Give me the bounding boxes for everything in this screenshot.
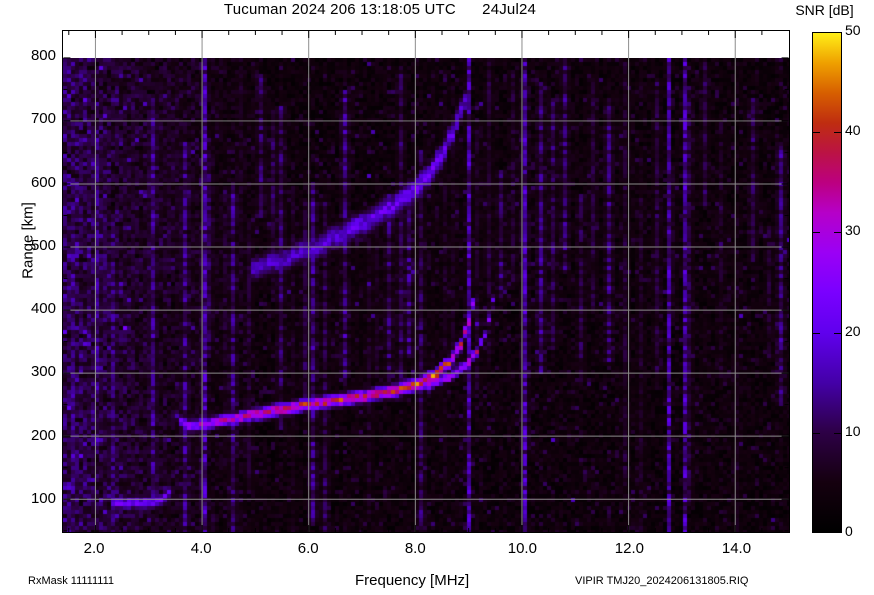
y-tick-label: 500 — [30, 236, 56, 254]
colorbar-tick-label: 50 — [845, 22, 861, 38]
page-title: Tucuman 2024 206 13:18:05 UTC 24Jul24 — [223, 1, 537, 18]
colorbar-tick-mark — [813, 432, 820, 434]
x-tick-label: 2.0 — [83, 540, 105, 557]
y-tick-label: 200 — [30, 426, 56, 444]
colorbar-tick-mark — [813, 232, 820, 234]
y-axis-ticks: 100 200 300 400 500 600 700 800 — [0, 0, 56, 595]
colorbar-title: SNR [dB] — [795, 2, 854, 18]
x-tick-label: 10.0 — [507, 540, 537, 557]
ionogram-plot-area[interactable] — [62, 30, 790, 533]
y-tick-label: 100 — [30, 490, 56, 508]
colorbar-tick-mark — [813, 332, 820, 334]
colorbar-tick-mark — [813, 132, 820, 134]
rxmask-label: RxMask 11111111 — [28, 575, 115, 587]
colorbar-tick-label: 10 — [845, 422, 861, 439]
colorbar-tick-label: 40 — [845, 122, 861, 139]
y-tick-label: 300 — [30, 363, 56, 381]
x-axis-ticks: 2.0 4.0 6.0 8.0 10.0 12.0 14.0 — [0, 540, 874, 564]
x-tick-label: 12.0 — [614, 540, 644, 557]
y-tick-label: 800 — [30, 47, 56, 64]
ionogram-heatmap — [63, 58, 789, 532]
colorbar-tick-label: 20 — [845, 322, 861, 339]
y-tick-label: 400 — [30, 300, 56, 318]
colorbar[interactable] — [812, 32, 842, 533]
colorbar-tick-mark — [834, 432, 841, 434]
colorbar-gradient — [813, 33, 841, 532]
x-axis-label: Frequency [MHz] — [355, 572, 470, 589]
x-tick-label: 6.0 — [297, 540, 319, 557]
y-tick-label: 700 — [30, 110, 56, 128]
plot-top-blank-band — [63, 31, 789, 58]
x-tick-label: 4.0 — [190, 540, 212, 557]
x-tick-label: 14.0 — [721, 540, 752, 557]
colorbar-tick-label: 30 — [845, 222, 861, 239]
colorbar-tick-mark — [834, 132, 841, 134]
colorbar-tick-label: 0 — [845, 523, 853, 539]
colorbar-tick-mark — [834, 332, 841, 334]
x-tick-label: 8.0 — [404, 540, 426, 557]
colorbar-tick-mark — [834, 232, 841, 234]
source-file-label: VIPIR TMJ20_2024206131805.RIQ — [575, 575, 749, 587]
y-tick-label: 600 — [30, 173, 56, 191]
